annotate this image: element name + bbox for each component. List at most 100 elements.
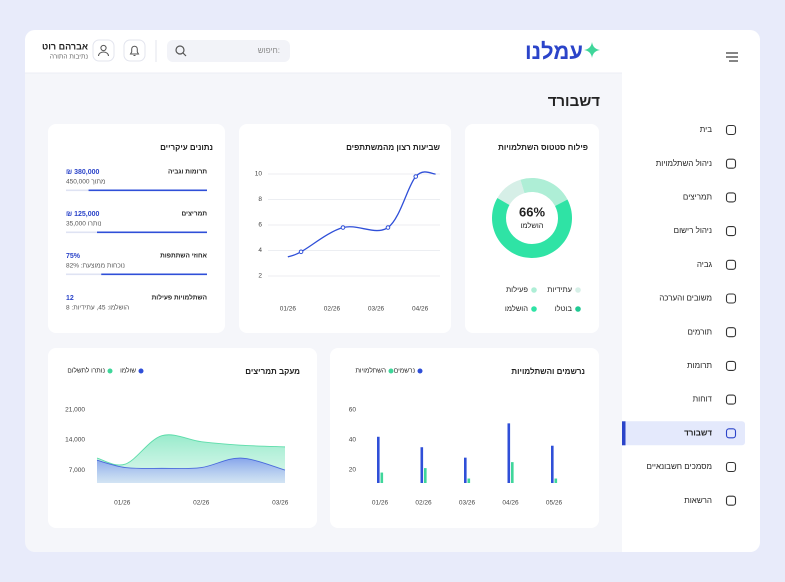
- y-tick-label: 14,000: [65, 437, 85, 444]
- bell-icon: [129, 45, 140, 56]
- kpi-label: השתלמויות פעילות: [152, 294, 207, 302]
- card-title: נתונים עיקריים: [160, 143, 213, 152]
- bar-chart-card: [330, 348, 599, 528]
- y-tick-label: 40: [349, 436, 357, 443]
- key-data-card: [48, 124, 225, 333]
- progress-fill: [97, 231, 207, 234]
- user-org: נתיבות התורה: [50, 54, 89, 61]
- x-tick-label: 05/26: [546, 500, 563, 507]
- pie-slice: [520, 178, 568, 206]
- kpi-sub: נותרו 35,000: [66, 221, 102, 228]
- legend-label: נותרו לתשלום: [67, 367, 105, 375]
- x-tick-label: 04/26: [502, 500, 519, 507]
- card-title: פילוח סטטוס השתלמויות: [498, 143, 588, 152]
- legend-swatch: [138, 368, 144, 374]
- x-tick-label: 03/26: [459, 500, 476, 507]
- sidebar-item[interactable]: ניהול רישום: [674, 226, 712, 235]
- line-marker: [413, 174, 419, 179]
- pie-slice: [492, 198, 572, 259]
- sidebar-item[interactable]: תורמים: [688, 327, 712, 336]
- area: [97, 458, 285, 483]
- sidebar-icon: [725, 192, 737, 203]
- center-value: 66%: [519, 204, 545, 219]
- x-tick-label: 01/26: [372, 500, 389, 507]
- legend-label: נרשמים: [394, 368, 416, 375]
- x-tick-label: 03/26: [272, 500, 289, 507]
- sidebar-icon: [725, 226, 737, 237]
- sidebar-item[interactable]: תרומות: [687, 361, 712, 370]
- y-tick-label: 2: [258, 273, 262, 280]
- sidebar-icon: [725, 360, 737, 371]
- legend-label: שולמו: [120, 367, 136, 375]
- sidebar-active-indicator: [622, 421, 626, 446]
- user-name: אברהם רוט: [42, 41, 88, 51]
- pie-chart-card: [465, 124, 599, 333]
- sidebar-icon: [725, 428, 737, 439]
- y-tick-label: 4: [258, 247, 262, 254]
- notifications-button[interactable]: [123, 39, 146, 62]
- legend-swatch: [417, 368, 423, 374]
- pie-slice: [497, 179, 525, 205]
- x-tick-label: 02/26: [324, 306, 341, 313]
- progress-fill: [88, 189, 207, 192]
- kpi-sub: נוכחות ממוצעת: 82%: [66, 263, 125, 270]
- legend-label: עתידיות: [547, 285, 572, 294]
- bar: [507, 423, 511, 483]
- kpi-value: ₪ 125,000: [66, 211, 100, 218]
- sidebar-icon: [725, 495, 737, 506]
- x-tick-label: 01/26: [114, 500, 131, 507]
- sidebar-icon: [725, 461, 737, 473]
- y-tick-label: 60: [349, 407, 357, 414]
- y-tick-label: 10: [255, 171, 263, 178]
- legend-swatch: [531, 306, 537, 312]
- y-tick-label: 21,000: [65, 407, 85, 414]
- bar: [511, 462, 514, 483]
- sidebar: [622, 30, 760, 552]
- logo[interactable]: עמלנו: [525, 39, 583, 64]
- kpi-label: תרומות וגביה: [168, 169, 207, 176]
- kpi-value: 12: [66, 295, 74, 302]
- kpi-label: תמריצים: [181, 211, 207, 218]
- sidebar-item[interactable]: דוחות: [693, 395, 713, 404]
- bar: [377, 436, 380, 483]
- sidebar-item[interactable]: משובים והערכה: [659, 294, 712, 303]
- x-tick-label: 04/26: [412, 306, 429, 313]
- sidebar-icon: [725, 124, 737, 136]
- bar: [551, 445, 554, 483]
- card-title: מעקב תמריצים: [245, 367, 300, 376]
- menu-icon[interactable]: [726, 52, 738, 62]
- sidebar-item[interactable]: תמריצים: [683, 193, 712, 202]
- sidebar-icon: [725, 327, 737, 338]
- logo-star: [584, 42, 600, 58]
- line-marker: [298, 249, 304, 255]
- sidebar-item[interactable]: ניהול השתלמויות: [656, 159, 712, 168]
- sidebar-icon: [725, 259, 737, 270]
- bar: [424, 468, 427, 483]
- line-marker: [340, 225, 346, 230]
- sidebar-item[interactable]: דשבורד: [684, 428, 712, 437]
- kpi-value: ₪ 380,000: [66, 169, 100, 176]
- card-title: נרשמים והשתלמויות: [511, 367, 585, 376]
- search-box[interactable]: [167, 40, 290, 62]
- x-tick-label: 01/26: [280, 306, 297, 313]
- sidebar-item[interactable]: בית: [700, 125, 712, 134]
- sidebar-icon: [725, 394, 737, 405]
- kpi-label: אחוזי השתתפות: [160, 253, 207, 260]
- bar: [420, 447, 424, 483]
- legend-label: בוטלו: [555, 304, 573, 313]
- kpi-sub: מתוך 450,000: [66, 179, 105, 186]
- kpi-value: 75%: [66, 253, 81, 260]
- center-label: הושלמו: [520, 221, 543, 230]
- sidebar-item[interactable]: גביה: [697, 260, 713, 269]
- sidebar-item[interactable]: מסמכים חשבונאיים: [647, 462, 712, 471]
- line-marker: [385, 225, 391, 230]
- x-tick-label: 03/26: [368, 306, 385, 313]
- bar: [554, 478, 558, 483]
- legend-swatch: [107, 368, 113, 374]
- card-title: שביעות רצון מהמשתתפים: [346, 143, 440, 152]
- legend-label: פעילות: [506, 285, 528, 294]
- sidebar-item[interactable]: הרשאות: [684, 496, 712, 505]
- legend-swatch: [531, 287, 537, 293]
